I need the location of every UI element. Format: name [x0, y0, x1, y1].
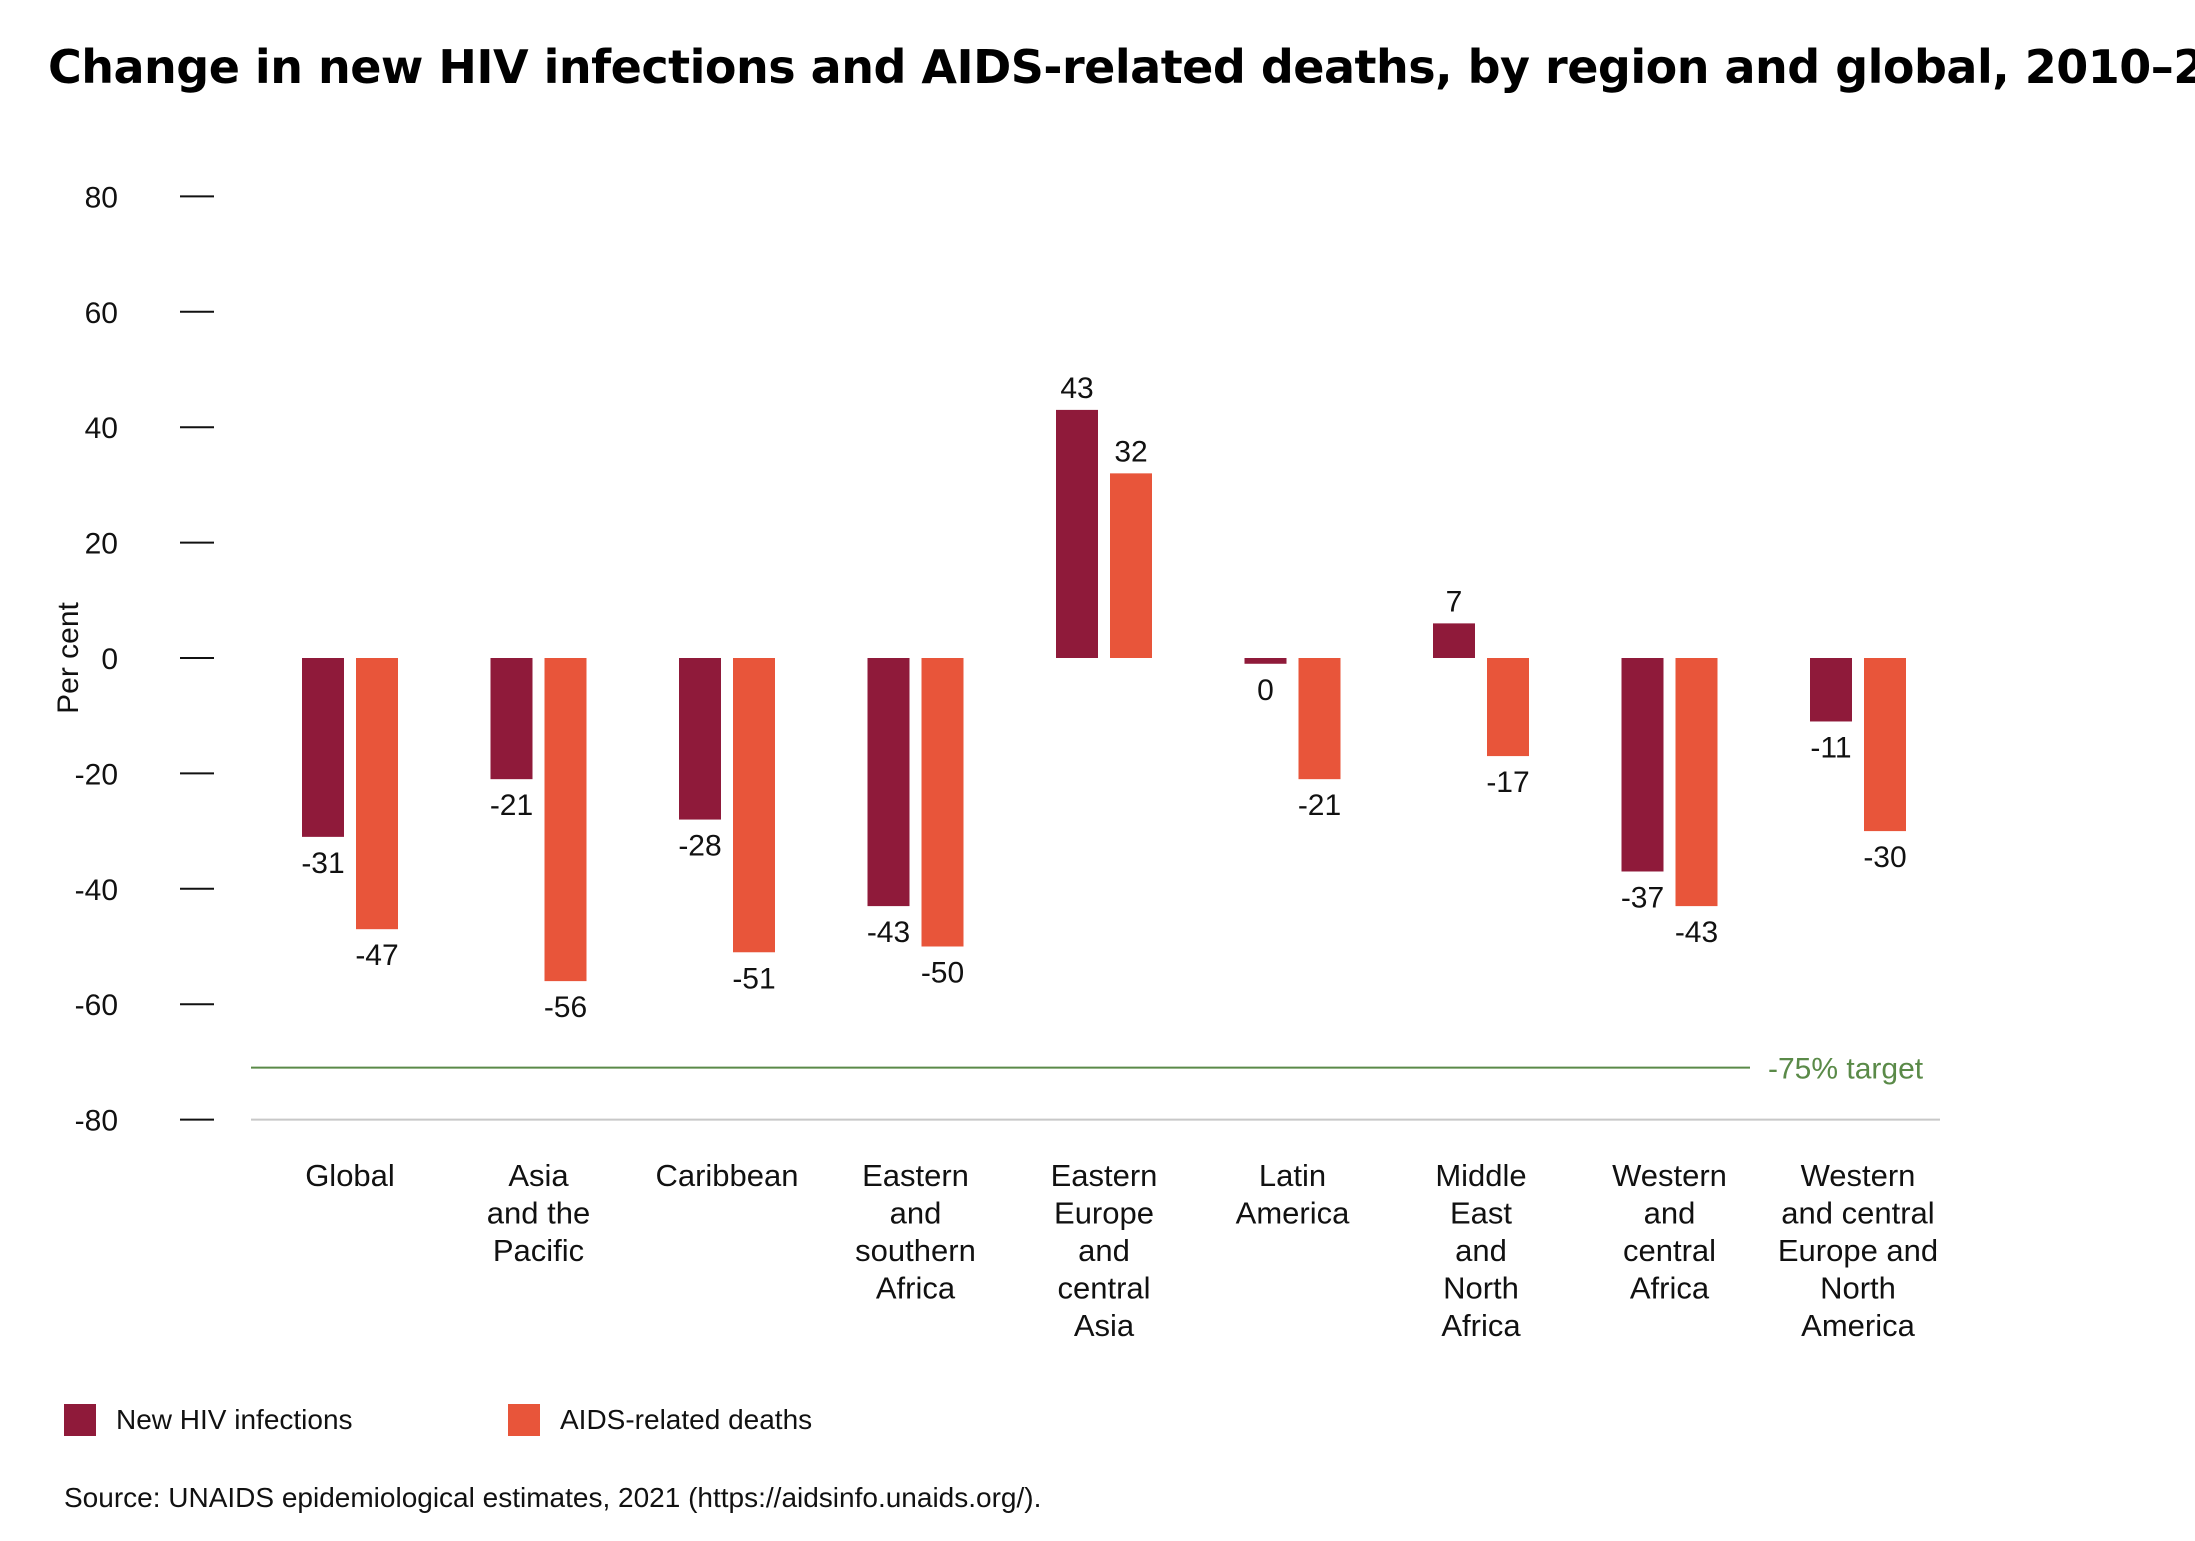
data-label-aids-related-deaths-6: -17 — [1486, 766, 1529, 799]
y-tick-label: -60 — [75, 989, 118, 1022]
data-label-aids-related-deaths-1: -56 — [544, 991, 587, 1024]
x-tick-label: Africa — [1630, 1271, 1710, 1306]
data-label-new-hiv-infections-6: 7 — [1446, 585, 1463, 618]
data-label-new-hiv-infections-3: -43 — [867, 916, 910, 949]
y-tick-label: 60 — [85, 297, 118, 330]
data-label-new-hiv-infections-0: -31 — [301, 847, 344, 880]
bar-new-hiv-infections-6 — [1433, 623, 1475, 658]
legend-label-new-hiv-infections: New HIV infections — [116, 1404, 353, 1435]
bar-aids-related-deaths-8 — [1864, 658, 1906, 832]
x-tick-label: Global — [305, 1158, 395, 1193]
data-label-aids-related-deaths-8: -30 — [1863, 841, 1906, 874]
x-tick-label: Africa — [1441, 1308, 1521, 1343]
bar-aids-related-deaths-1 — [544, 658, 587, 982]
y-tick-label: 80 — [85, 181, 118, 214]
y-tick-label: 20 — [85, 528, 118, 561]
bar-aids-related-deaths-7 — [1675, 658, 1718, 907]
bar-aids-related-deaths-5 — [1298, 658, 1341, 780]
data-label-new-hiv-infections-2: -28 — [678, 830, 721, 863]
x-tick-label: central — [1623, 1233, 1716, 1268]
data-label-new-hiv-infections-4: 43 — [1060, 372, 1093, 405]
x-tick-label: Caribbean — [655, 1158, 798, 1193]
data-label-aids-related-deaths-5: -21 — [1298, 789, 1341, 822]
bar-new-hiv-infections-1 — [490, 658, 533, 780]
x-tick-label: East — [1450, 1196, 1512, 1231]
y-axis-title: Per cent — [52, 601, 85, 713]
bar-new-hiv-infections-3 — [867, 658, 910, 907]
x-tick-label: Asia — [1074, 1308, 1135, 1343]
bar-new-hiv-infections-2 — [679, 658, 721, 820]
x-tick-label: Pacific — [493, 1233, 584, 1268]
data-label-aids-related-deaths-7: -43 — [1675, 916, 1718, 949]
bar-new-hiv-infections-0 — [302, 658, 344, 837]
x-tick-label: Eastern — [1051, 1158, 1158, 1193]
bar-new-hiv-infections-5 — [1244, 658, 1287, 664]
y-tick-label: -80 — [75, 1105, 118, 1138]
source-note: Source: UNAIDS epidemiological estimates… — [64, 1482, 1042, 1513]
x-tick-label: and — [890, 1196, 942, 1231]
y-tick-label: -40 — [75, 874, 118, 907]
x-tick-label: America — [1236, 1196, 1350, 1231]
x-tick-label: Middle — [1435, 1158, 1526, 1193]
x-tick-label: and the — [487, 1196, 590, 1231]
x-tick-label: North — [1820, 1271, 1896, 1306]
x-tick-label: and — [1078, 1233, 1130, 1268]
bar-aids-related-deaths-4 — [1110, 473, 1152, 658]
y-tick-label: 0 — [101, 643, 118, 676]
x-tick-label: Latin — [1259, 1158, 1326, 1193]
bar-aids-related-deaths-3 — [921, 658, 964, 947]
data-label-new-hiv-infections-8: -11 — [1810, 731, 1851, 764]
bar-new-hiv-infections-4 — [1056, 409, 1098, 658]
legend-item-new-hiv-infections: New HIV infections — [64, 1404, 353, 1436]
data-label-aids-related-deaths-0: -47 — [355, 939, 398, 972]
data-label-new-hiv-infections-5: 0 — [1257, 674, 1274, 707]
bar-new-hiv-infections-7 — [1621, 658, 1664, 872]
legend-label-aids-related-deaths: AIDS-related deaths — [560, 1404, 813, 1435]
x-tick-label: Eastern — [862, 1158, 969, 1193]
x-tick-label: North — [1443, 1271, 1519, 1306]
x-tick-label: Western — [1801, 1158, 1916, 1193]
x-tick-label: central — [1057, 1271, 1150, 1306]
x-tick-label: America — [1801, 1308, 1915, 1343]
x-tick-label: southern — [855, 1233, 976, 1268]
data-label-aids-related-deaths-2: -51 — [732, 962, 775, 995]
bar-aids-related-deaths-6 — [1487, 658, 1529, 757]
x-tick-label: and — [1455, 1233, 1507, 1268]
target-line-label: -75% target — [1768, 1053, 1924, 1086]
bar-new-hiv-infections-8 — [1810, 658, 1852, 722]
y-tick-label: 40 — [85, 412, 118, 445]
x-tick-label: Europe and — [1778, 1233, 1938, 1268]
x-tick-label: Africa — [876, 1271, 956, 1306]
x-tick-label: Europe — [1054, 1196, 1154, 1231]
x-tick-label: Asia — [508, 1158, 569, 1193]
data-label-aids-related-deaths-3: -50 — [921, 957, 964, 990]
bar-aids-related-deaths-0 — [356, 658, 398, 930]
legend-swatch-aids-related-deaths — [508, 1404, 540, 1436]
legend-item-aids-related-deaths: AIDS-related deaths — [508, 1404, 812, 1436]
x-tick-label: and central — [1781, 1196, 1934, 1231]
x-tick-label: Western — [1612, 1158, 1727, 1193]
y-tick-label: -20 — [75, 758, 118, 791]
data-label-new-hiv-infections-7: -37 — [1621, 881, 1664, 914]
data-label-aids-related-deaths-4: 32 — [1114, 435, 1147, 468]
x-tick-label: and — [1644, 1196, 1696, 1231]
data-label-new-hiv-infections-1: -21 — [490, 789, 533, 822]
legend-swatch-new-hiv-infections — [64, 1404, 96, 1436]
bar-aids-related-deaths-2 — [733, 658, 775, 953]
chart-title: Change in new HIV infections and AIDS-re… — [48, 40, 2195, 94]
